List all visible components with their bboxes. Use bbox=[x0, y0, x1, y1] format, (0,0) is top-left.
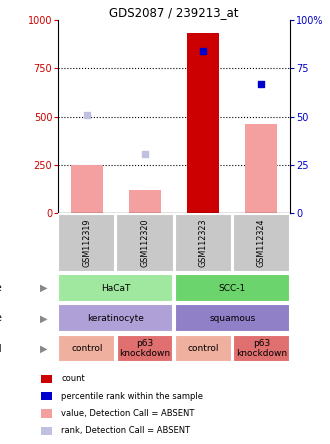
Text: ▶: ▶ bbox=[40, 313, 48, 323]
Bar bbox=[58, 274, 173, 302]
Text: keratinocyte: keratinocyte bbox=[87, 314, 144, 323]
Text: protocol: protocol bbox=[0, 344, 2, 353]
Bar bbox=[233, 214, 290, 273]
Bar bbox=[58, 335, 115, 362]
Text: ▶: ▶ bbox=[40, 344, 48, 353]
Text: percentile rank within the sample: percentile rank within the sample bbox=[61, 392, 203, 401]
Bar bbox=[233, 335, 290, 362]
Bar bbox=[41, 375, 52, 383]
Text: control: control bbox=[187, 344, 219, 353]
Bar bbox=[116, 214, 174, 273]
Text: cell line: cell line bbox=[0, 283, 2, 293]
Text: GSM112324: GSM112324 bbox=[257, 219, 266, 267]
Text: GSM112319: GSM112319 bbox=[82, 219, 91, 267]
Bar bbox=[41, 409, 52, 418]
Text: GSM112320: GSM112320 bbox=[141, 219, 149, 267]
Text: GSM112323: GSM112323 bbox=[199, 219, 208, 267]
Bar bbox=[245, 124, 277, 213]
Bar bbox=[175, 214, 232, 273]
Bar bbox=[41, 427, 52, 435]
Bar bbox=[116, 335, 173, 362]
Text: count: count bbox=[61, 374, 85, 384]
Text: p63
knockdown: p63 knockdown bbox=[119, 339, 171, 358]
Point bbox=[142, 151, 148, 158]
Text: SCC-1: SCC-1 bbox=[218, 284, 246, 293]
Text: value, Detection Call = ABSENT: value, Detection Call = ABSENT bbox=[61, 409, 195, 418]
Bar bbox=[58, 305, 173, 332]
Bar bbox=[129, 190, 161, 213]
Text: HaCaT: HaCaT bbox=[101, 284, 131, 293]
Text: rank, Detection Call = ABSENT: rank, Detection Call = ABSENT bbox=[61, 426, 190, 436]
Point bbox=[84, 111, 89, 118]
Bar bbox=[175, 335, 232, 362]
Bar bbox=[41, 392, 52, 400]
Text: cell type: cell type bbox=[0, 313, 2, 323]
Text: control: control bbox=[71, 344, 103, 353]
Bar bbox=[187, 33, 219, 213]
Point bbox=[259, 80, 264, 87]
Bar bbox=[175, 305, 290, 332]
Point bbox=[201, 48, 206, 55]
Title: GDS2087 / 239213_at: GDS2087 / 239213_at bbox=[109, 6, 239, 19]
Bar bbox=[58, 214, 116, 273]
Text: squamous: squamous bbox=[209, 314, 255, 323]
Text: ▶: ▶ bbox=[40, 283, 48, 293]
Bar bbox=[71, 165, 103, 213]
Bar bbox=[175, 274, 290, 302]
Text: p63
knockdown: p63 knockdown bbox=[236, 339, 287, 358]
